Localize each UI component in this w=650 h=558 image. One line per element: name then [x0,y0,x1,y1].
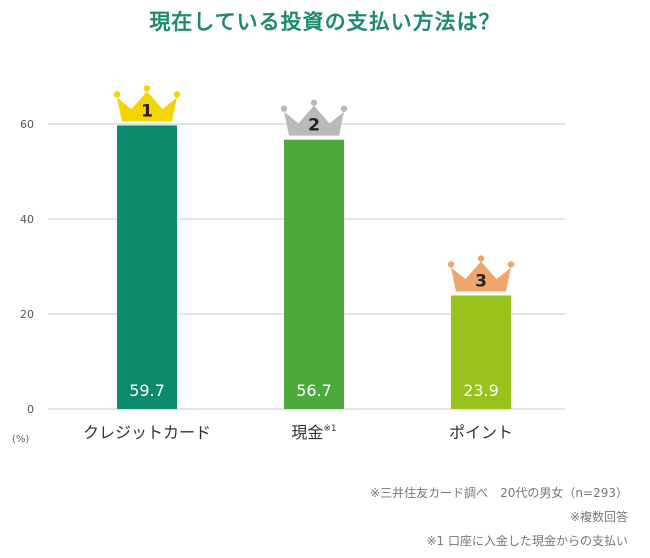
crown-icon [117,91,177,122]
bar [284,139,344,410]
chart-title: 現在している投資の支払い方法は？ [149,10,501,34]
y-tick-label: 60 [20,118,34,131]
crown-jewel-icon [507,261,515,268]
crown-jewel-icon [477,255,485,262]
rank-label: 3 [475,271,487,291]
data-label: 56.7 [296,381,332,400]
cash-footnote: ※1 口座に入金した現金からの支払い [426,534,628,548]
y-tick-label: 40 [20,213,34,226]
rank-label: 1 [141,101,153,121]
category-label: ポイント [449,423,513,442]
y-tick-label: 0 [27,403,34,416]
bar-chart: 0 20 40 60 (%) 59.7 クレジットカード 1 56.7 現金※1 2 23.9 ポイント… [12,85,565,445]
y-tick-label: 20 [20,308,34,321]
crown-jewel-icon [280,105,288,112]
bar [117,125,177,410]
crown-icon [284,105,344,136]
crown-jewel-icon [113,91,121,98]
crown-jewel-icon [173,91,181,98]
rank-label: 2 [308,116,320,136]
crown-jewel-icon [340,105,348,112]
crown-jewel-icon [447,261,455,268]
category-label: 現金※1 [291,423,336,442]
y-unit-label: (%) [12,434,29,445]
crown-icon [451,261,511,292]
crown-jewel-icon [310,99,318,106]
category-superscript: ※1 [323,424,336,434]
data-label: 59.7 [129,381,165,400]
bar [451,295,511,409]
data-label: 23.9 [463,381,499,400]
crown-jewel-icon [143,85,151,92]
multiple-answer-note: ※複数回答 [569,510,628,524]
category-label: クレジットカード [83,423,211,442]
source-note: ※三井住友カード調べ 20代の男女（n=293） [370,486,628,500]
